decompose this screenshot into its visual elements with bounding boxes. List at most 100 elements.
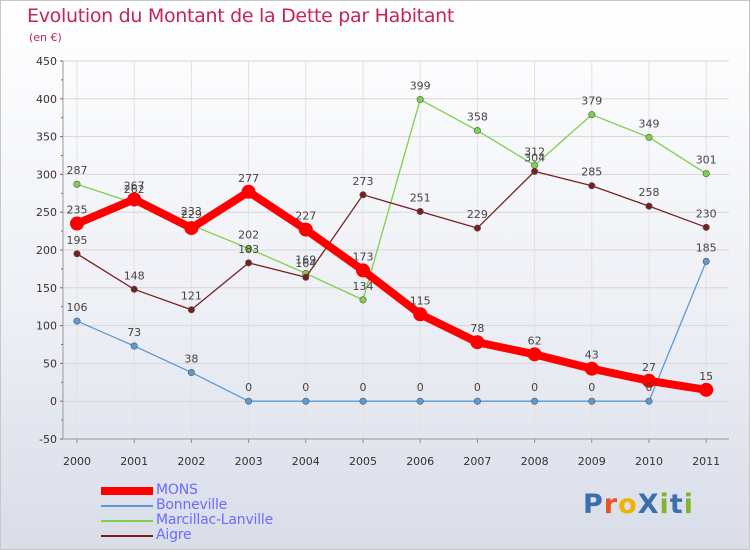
data-label-mons: 78 [470,322,484,335]
logo-letter: r [603,489,619,520]
y-tick-label: 200 [36,244,57,257]
data-point-bonneville [531,397,539,405]
data-point-mons [699,382,714,397]
x-tick-label: 2009 [578,455,606,468]
data-point-aigre [73,250,81,258]
data-point-bonneville [588,397,596,405]
data-label-mons: 62 [528,334,542,347]
data-label-aigre: 273 [353,175,374,188]
proxiti-logo: ProXiti [583,489,694,520]
data-label-aigre: 121 [181,290,202,303]
data-point-aigre [130,285,138,293]
x-tick-label: 2002 [177,455,205,468]
legend-swatch-bonneville [101,504,153,507]
legend-item-aigre: Aigre [101,528,273,543]
logo-letter: i [683,489,694,520]
data-point-bonneville [359,397,367,405]
data-label-aigre: 164 [295,257,316,270]
data-point-bonneville [473,397,481,405]
x-tick-label: 2010 [635,455,663,468]
data-label-bonneville: 0 [360,381,367,394]
data-point-aigre [302,273,310,281]
data-label-aigre: 258 [639,186,660,199]
data-label-mons: 227 [295,210,316,223]
legend-label-bonneville: Bonneville [156,497,228,513]
data-point-aigre [359,191,367,199]
data-point-marcillac-lanville [645,133,653,141]
data-label-marcillac-lanville: 134 [353,280,374,293]
x-tick-label: 2001 [120,455,148,468]
data-label-bonneville: 0 [417,381,424,394]
data-label-bonneville: 0 [245,381,252,394]
logo-letter: o [618,489,638,520]
x-tick-label: 2000 [63,455,91,468]
x-tick-label: 2004 [292,455,320,468]
data-label-bonneville: 0 [474,381,481,394]
data-label-marcillac-lanville: 312 [524,145,545,158]
data-point-marcillac-lanville [73,180,81,188]
data-point-mons [527,347,542,362]
x-tick-label: 2005 [349,455,377,468]
data-label-marcillac-lanville: 202 [238,228,259,241]
data-point-bonneville [187,368,195,376]
y-tick-label: 100 [36,320,57,333]
y-tick-label: 50 [43,357,57,370]
data-label-mons: 15 [699,370,713,383]
series-line-mons [73,187,711,394]
chart-title: Evolution du Montant de la Dette par Hab… [27,5,455,27]
data-point-bonneville [416,397,424,405]
legend-swatch-mons [101,486,153,495]
logo-letter: X [637,489,660,520]
series-line-bonneville [76,260,707,402]
series-line-marcillac-lanville [76,98,707,301]
data-label-marcillac-lanville: 169 [295,253,316,266]
data-point-mons [356,263,370,278]
data-label-aigre: 230 [696,207,717,220]
data-point-aigre [645,202,653,210]
y-tick-label: 250 [36,206,57,219]
data-label-marcillac-lanville: 233 [181,205,202,218]
data-label-mons: 267 [124,179,145,192]
x-tick-label: 2006 [406,455,434,468]
data-label-mons: 235 [67,204,88,217]
data-point-bonneville [73,317,81,325]
data-point-marcillac-lanville [588,111,596,119]
data-label-bonneville: 0 [588,381,595,394]
data-label-aigre: 183 [238,243,259,256]
data-label-aigre: 304 [524,151,545,164]
data-label-bonneville: 0 [302,381,309,394]
data-point-aigre [588,182,596,190]
y-tick-label: 450 [36,55,57,68]
legend-item-mons: MONS [101,483,273,498]
series-line-aigre [76,170,707,311]
legend-item-bonneville: Bonneville [101,498,273,513]
data-label-aigre: 195 [67,234,88,247]
data-label-bonneville: 73 [127,326,141,339]
y-tick-label: 400 [36,93,57,106]
data-label-bonneville: 0 [646,381,653,394]
logo-letter: t [669,489,684,520]
legend-swatch-marcillac-lanville [101,519,153,522]
data-point-aigre [473,224,481,232]
data-point-aigre [531,167,539,175]
data-point-mons [184,221,199,236]
data-point-bonneville [702,257,710,265]
data-point-bonneville [302,397,310,405]
data-label-bonneville: 38 [184,352,198,365]
data-label-mons: 229 [181,208,202,221]
data-point-bonneville [645,397,653,405]
y-tick-label: 350 [36,131,57,144]
data-label-bonneville: 106 [67,301,88,314]
data-point-mons [584,361,599,376]
chart-subtitle: (en €) [29,31,62,44]
logo-letter: P [583,489,604,520]
data-label-marcillac-lanville: 287 [67,164,88,177]
data-point-marcillac-lanville [359,296,367,304]
data-point-mons [241,184,256,199]
data-point-mons [298,222,313,237]
data-label-bonneville: 0 [531,381,538,394]
data-label-aigre: 229 [467,208,488,221]
data-point-bonneville [130,342,138,350]
